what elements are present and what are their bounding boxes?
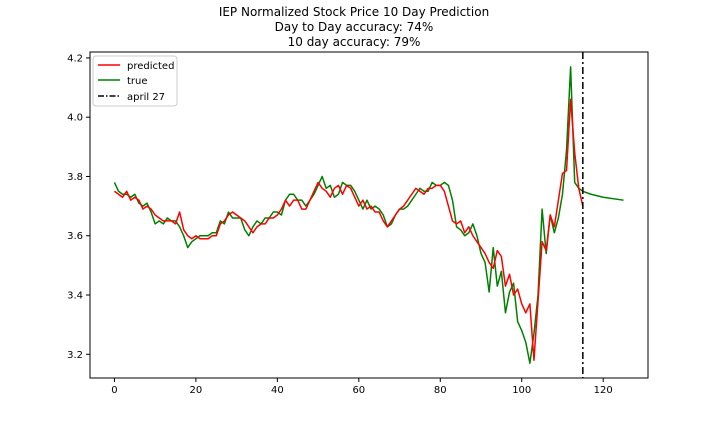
- legend-label-predicted: predicted: [127, 61, 174, 72]
- y-tick-label: 3.4: [67, 291, 83, 302]
- y-tick-label: 3.8: [67, 172, 83, 183]
- y-axis: 3.2 3.4 3.6 3.8 4.0 4.2: [67, 53, 90, 361]
- x-tick-label: 60: [352, 385, 365, 396]
- legend: predicted true april 27: [92, 55, 178, 107]
- x-tick-label: 40: [271, 385, 284, 396]
- series-layer: [113, 52, 624, 378]
- series-line-true: [113, 66, 624, 364]
- plot-frame: [89, 51, 649, 379]
- series-line-predicted: [113, 98, 584, 361]
- x-tick-label: 80: [434, 385, 447, 396]
- chart-subtitle-line-2: 10 day accuracy: 79%: [288, 35, 421, 49]
- x-tick-label: 100: [512, 385, 531, 396]
- chart-title: IEP Normalized Stock Price 10 Day Predic…: [219, 5, 489, 19]
- x-tick-label: 20: [190, 385, 203, 396]
- legend-label-true: true: [127, 76, 148, 87]
- y-tick-label: 4.0: [67, 113, 83, 124]
- y-tick-label: 3.6: [67, 231, 83, 242]
- chart-subtitle-line-1: Day to Day accuracy: 74%: [275, 20, 434, 34]
- legend-box: [92, 55, 178, 107]
- plot-area: [89, 51, 649, 379]
- x-tick-label: 0: [111, 385, 117, 396]
- legend-label-april-27: april 27: [127, 92, 165, 103]
- x-axis: 0 20 40 60 80 100 120: [111, 378, 613, 396]
- y-tick-label: 4.2: [67, 53, 83, 64]
- x-tick-label: 120: [594, 385, 613, 396]
- y-tick-label: 3.2: [67, 350, 83, 361]
